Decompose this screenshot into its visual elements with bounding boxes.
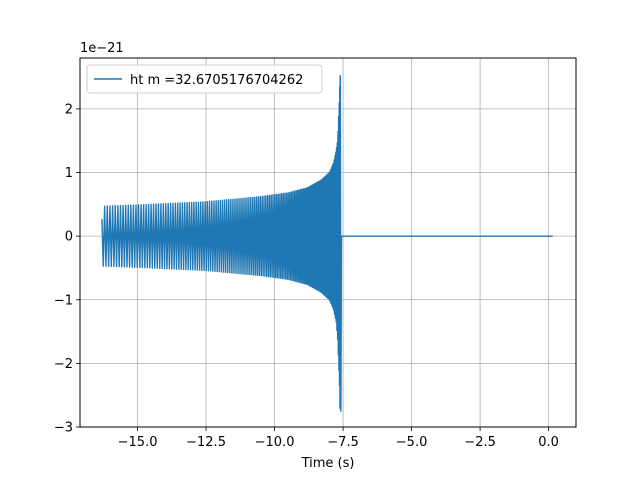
y-tick-label: 0 [65,230,73,245]
y-tick-label: −1 [54,293,73,308]
y-ticks: −3 −2 −1 0 1 2 [54,102,80,436]
y-tick-label: 1 [65,166,73,181]
series-line [101,75,553,412]
series-ht [101,75,553,412]
y-scale-offset-label: 1e−21 [80,41,124,56]
y-tick-label: −3 [54,421,73,436]
y-tick-label: 2 [65,102,73,117]
x-tick-label: −15.0 [118,435,158,450]
legend: ht m =32.6705176704262 [86,64,323,94]
x-tick-label: −5.0 [396,435,428,450]
legend-box [86,64,323,94]
x-tick-label: 0.0 [538,435,559,450]
legend-label: ht m =32.6705176704262 [130,73,303,88]
x-tick-label: −10.0 [255,435,295,450]
axes-frame [79,57,577,428]
x-ticks: −15.0 −12.5 −10.0 −7.5 −5.0 −2.5 0.0 [118,427,559,450]
x-tick-label: −7.5 [327,435,359,450]
x-axis-label: Time (s) [301,456,355,471]
x-tick-label: −12.5 [186,435,226,450]
y-tick-label: −2 [54,357,73,372]
x-tick-label: −2.5 [464,435,496,450]
